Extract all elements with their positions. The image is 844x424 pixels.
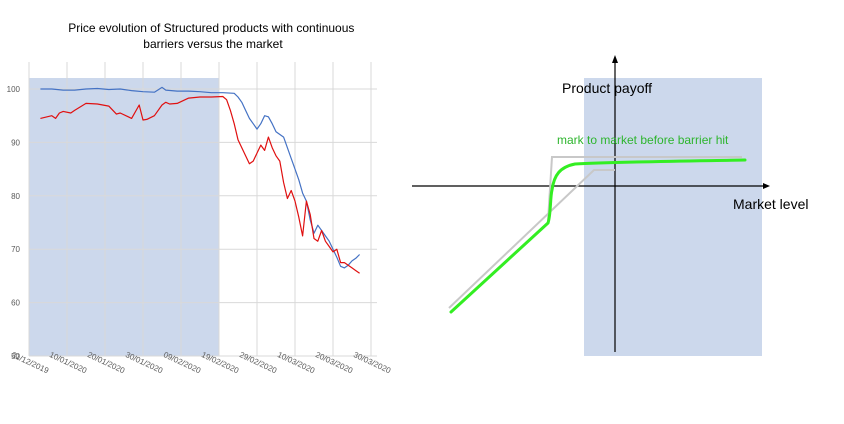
series-line-red (40, 95, 360, 274)
payoff-shaded-region (584, 78, 762, 356)
x-tick-label: 29/02/2020 (238, 350, 279, 375)
x-tick-label: 10/03/2020 (276, 350, 317, 375)
shaded-region (29, 78, 219, 356)
y-tick-label: 80 (11, 192, 20, 201)
price-chart: Price evolution of Structured products w… (7, 21, 393, 376)
y-tick-label: 60 (11, 299, 20, 308)
y-tick-labels: 50 60 70 80 90 100 (7, 85, 21, 361)
y-tick-label: 90 (11, 138, 20, 147)
payoff-axis-label: Product payoff (562, 80, 652, 96)
series-lines (40, 86, 361, 274)
maturity-payoff-line-diagonal (448, 169, 615, 309)
series-line-blue (40, 86, 361, 269)
x-tick-label: 20/03/2020 (314, 350, 355, 375)
market-level-arrow-icon (763, 183, 770, 189)
mark-to-market-annotation: mark to market before barrier hit (557, 133, 729, 147)
payoff-diagram: Product payoff Market level mark to mark… (412, 55, 808, 356)
chart-title-line-1: Price evolution of Structured products w… (68, 21, 354, 35)
mark-to-market-curve (449, 158, 747, 314)
chart-title-line-2: barriers versus the market (143, 37, 283, 51)
x-tick-label: 19/02/2020 (200, 350, 241, 375)
vertical-gridlines (28, 62, 372, 356)
y-tick-label: 70 (11, 245, 20, 254)
payoff-arrow-icon (612, 55, 618, 63)
y-tick-label: 100 (7, 85, 21, 94)
horizontal-gridlines (29, 88, 377, 304)
y-tick-label: 50 (11, 352, 20, 361)
chart-title: Price evolution of Structured products w… (68, 21, 358, 51)
market-level-axis-label: Market level (733, 196, 808, 212)
x-tick-label: 30/03/2020 (352, 350, 393, 375)
